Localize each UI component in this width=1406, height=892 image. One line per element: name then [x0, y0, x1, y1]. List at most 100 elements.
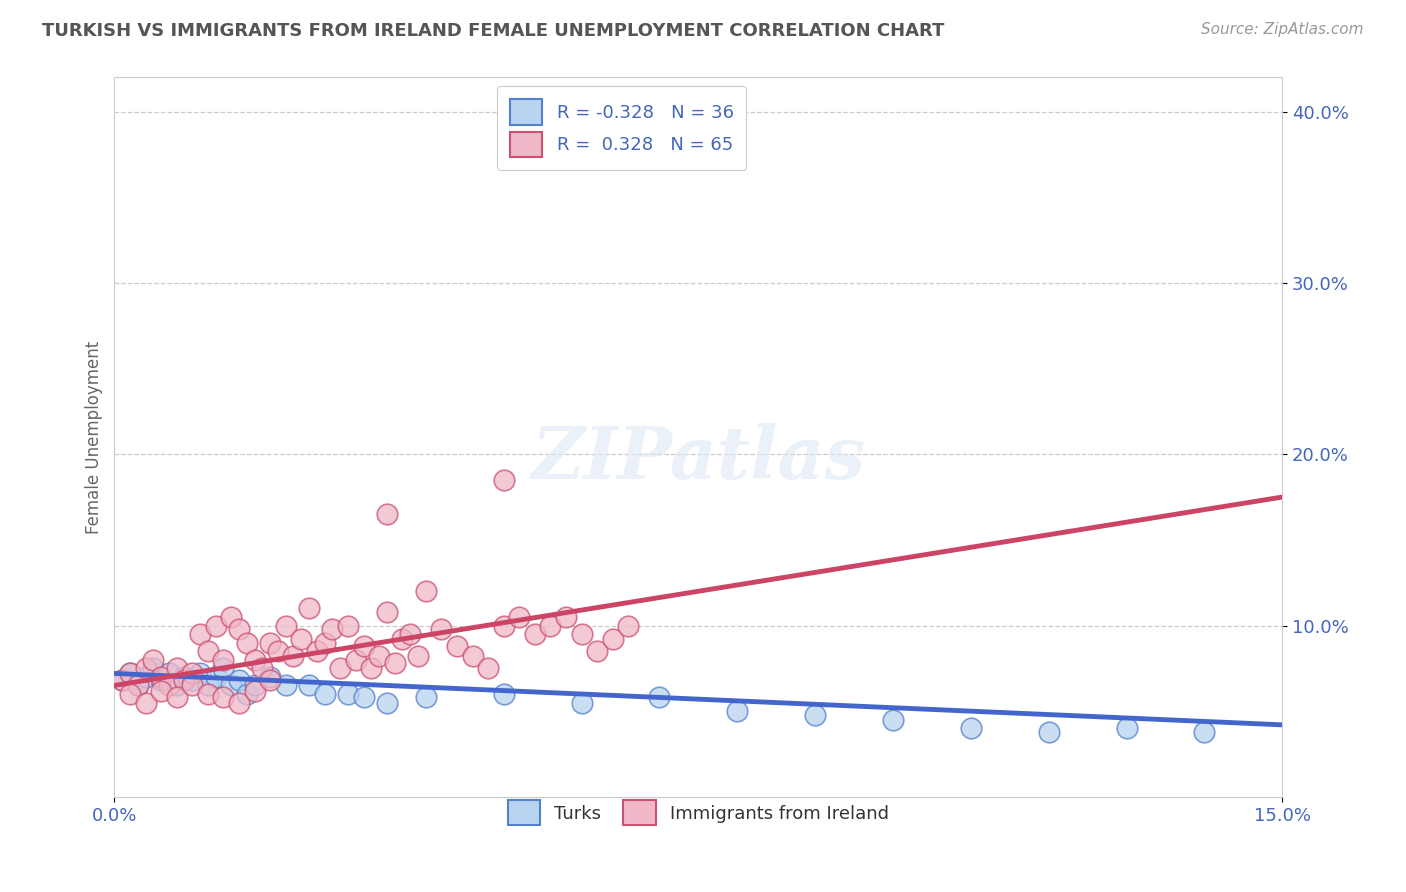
Point [142, 661, 165, 675]
Point [166, 661, 188, 675]
Y-axis label: Female Unemployment: Female Unemployment [86, 341, 103, 533]
Point [111, 673, 134, 688]
Point [166, 690, 188, 705]
Point [173, 670, 195, 684]
Point [882, 713, 904, 727]
Point [197, 687, 219, 701]
Point [415, 584, 437, 599]
Point [375, 696, 398, 710]
Point [415, 690, 437, 705]
Point [243, 653, 266, 667]
Point [181, 673, 204, 688]
Point [212, 690, 235, 705]
Point [267, 644, 290, 658]
Point [492, 473, 515, 487]
Point [181, 678, 204, 692]
Point [384, 656, 406, 670]
Point [118, 666, 141, 681]
Point [336, 687, 359, 701]
Point [391, 632, 413, 647]
Point [243, 678, 266, 692]
Point [314, 635, 336, 649]
Point [135, 661, 157, 675]
Legend: Turks, Immigrants from Ireland: Turks, Immigrants from Ireland [499, 791, 898, 835]
Point [135, 696, 157, 710]
Point [353, 690, 375, 705]
Point [314, 687, 336, 701]
Point [236, 635, 259, 649]
Point [353, 639, 375, 653]
Text: Source: ZipAtlas.com: Source: ZipAtlas.com [1201, 22, 1364, 37]
Point [173, 673, 195, 688]
Point [360, 661, 382, 675]
Point [804, 707, 827, 722]
Point [204, 618, 226, 632]
Point [142, 653, 165, 667]
Point [336, 618, 359, 632]
Point [617, 618, 640, 632]
Point [290, 632, 312, 647]
Point [329, 661, 352, 675]
Point [166, 678, 188, 692]
Point [188, 666, 211, 681]
Point [197, 678, 219, 692]
Point [118, 687, 141, 701]
Point [243, 683, 266, 698]
Point [305, 644, 328, 658]
Point [228, 673, 250, 688]
Point [648, 690, 671, 705]
Point [111, 673, 134, 688]
Point [150, 670, 173, 684]
Point [127, 678, 149, 692]
Point [259, 670, 281, 684]
Point [1115, 721, 1137, 735]
Point [298, 678, 321, 692]
Point [181, 666, 204, 681]
Point [188, 627, 211, 641]
Point [150, 673, 173, 688]
Point [571, 627, 593, 641]
Point [538, 618, 561, 632]
Point [219, 610, 242, 624]
Point [274, 678, 297, 692]
Point [725, 704, 748, 718]
Point [430, 622, 453, 636]
Point [492, 687, 515, 701]
Point [399, 627, 422, 641]
Point [1194, 724, 1216, 739]
Text: TURKISH VS IMMIGRANTS FROM IRELAND FEMALE UNEMPLOYMENT CORRELATION CHART: TURKISH VS IMMIGRANTS FROM IRELAND FEMAL… [42, 22, 945, 40]
Point [219, 678, 242, 692]
Point [212, 661, 235, 675]
Point [197, 644, 219, 658]
Point [283, 649, 305, 664]
Point [298, 601, 321, 615]
Point [508, 610, 530, 624]
Point [118, 666, 141, 681]
Point [212, 653, 235, 667]
Point [236, 687, 259, 701]
Point [157, 678, 180, 692]
Point [228, 622, 250, 636]
Point [959, 721, 981, 735]
Point [127, 678, 149, 692]
Point [375, 507, 398, 521]
Point [259, 673, 281, 688]
Point [571, 696, 593, 710]
Point [259, 635, 281, 649]
Text: ZIPatlas: ZIPatlas [531, 423, 865, 494]
Point [344, 653, 367, 667]
Point [523, 627, 546, 641]
Point [150, 683, 173, 698]
Point [406, 649, 429, 664]
Point [375, 605, 398, 619]
Point [321, 622, 343, 636]
Point [586, 644, 609, 658]
Point [602, 632, 624, 647]
Point [461, 649, 484, 664]
Point [368, 649, 391, 664]
Point [252, 661, 274, 675]
Point [274, 618, 297, 632]
Point [228, 696, 250, 710]
Point [1038, 724, 1060, 739]
Point [555, 610, 578, 624]
